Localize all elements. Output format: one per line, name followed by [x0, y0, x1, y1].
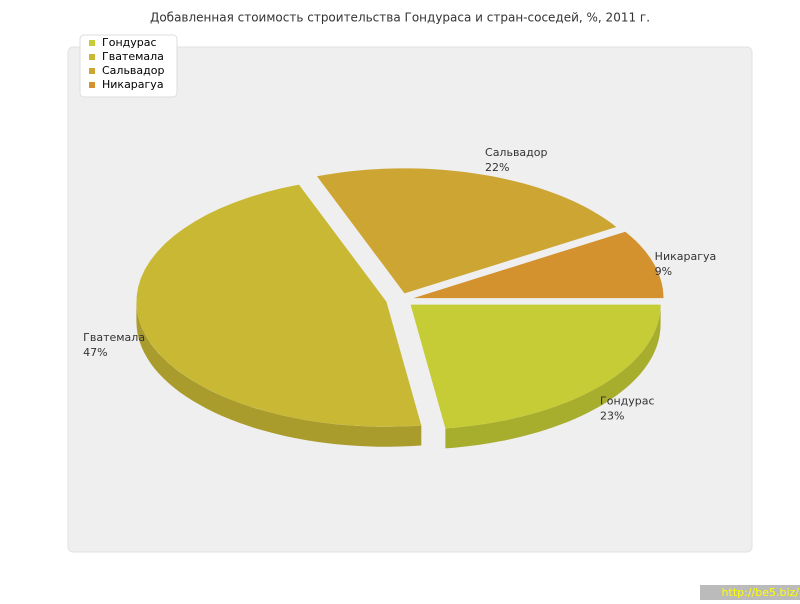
legend-label: Никарагуа	[102, 78, 164, 91]
slice	[317, 168, 617, 294]
slice-label: Гватемала	[83, 331, 145, 344]
watermark-bg	[700, 585, 800, 600]
slice-side	[445, 304, 661, 449]
slice-value-label: 9%	[655, 265, 672, 278]
slice-value-label: 47%	[83, 346, 107, 359]
slice-value-label: 22%	[485, 161, 509, 174]
legend-label: Сальвадор	[102, 64, 164, 77]
legend-swatch	[89, 54, 95, 60]
watermark: http://be5.biz/	[722, 586, 800, 599]
slice-value-label: 23%	[600, 410, 624, 423]
plot-area	[67, 46, 753, 553]
legend-label: Гватемала	[102, 50, 164, 63]
slice-label: Никарагуа	[655, 250, 717, 263]
legend-swatch	[89, 68, 95, 74]
legend-swatch	[89, 82, 95, 88]
slice-side	[136, 301, 422, 447]
legend-swatch	[89, 40, 95, 46]
slice	[410, 304, 661, 429]
legend-label: Гондурас	[102, 36, 157, 49]
legend	[79, 34, 178, 98]
slice	[136, 184, 422, 427]
slice-label: Сальвадор	[485, 146, 547, 159]
slice	[413, 231, 664, 299]
chart-title: Добавленная стоимость строительства Гонд…	[150, 11, 650, 25]
slice-label: Гондурас	[600, 395, 655, 408]
